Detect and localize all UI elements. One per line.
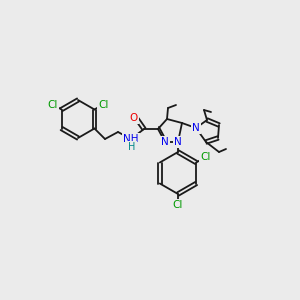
Text: Cl: Cl <box>48 100 58 110</box>
Text: Cl: Cl <box>98 100 108 110</box>
Text: Cl: Cl <box>200 152 211 162</box>
Text: N: N <box>161 137 169 147</box>
Text: NH: NH <box>123 134 139 144</box>
Text: O: O <box>130 113 138 123</box>
Text: H: H <box>128 142 136 152</box>
Text: N: N <box>174 137 182 147</box>
Text: Cl: Cl <box>173 200 183 210</box>
Text: N: N <box>192 123 200 133</box>
